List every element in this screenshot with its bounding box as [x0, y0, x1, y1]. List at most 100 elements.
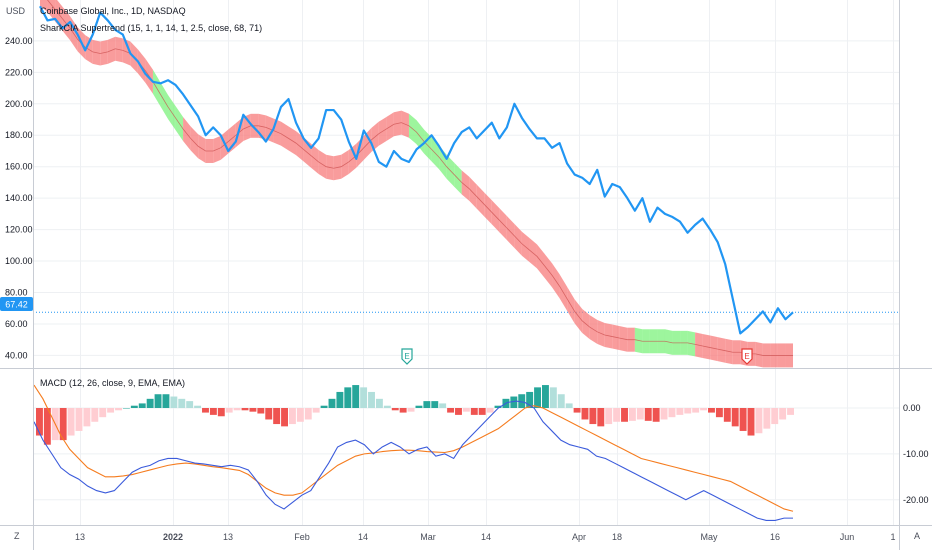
histogram-bar [273, 408, 281, 425]
earnings-marker-green[interactable]: E [401, 348, 413, 365]
histogram-bar [265, 408, 273, 420]
histogram-bar [755, 408, 763, 434]
auto-scale-button[interactable]: A [914, 531, 920, 541]
histogram-bar [779, 408, 787, 420]
macd-y-tick-label: -20.00 [903, 495, 929, 505]
histogram-bar [747, 408, 755, 436]
histogram-bar [43, 408, 51, 445]
y-tick-label: 80.00 [5, 288, 28, 298]
histogram-bar [478, 408, 486, 415]
histogram-bar [549, 387, 557, 408]
histogram-bar [360, 387, 368, 408]
histogram-bar [91, 408, 99, 422]
histogram-bar [344, 387, 352, 408]
x-tick-label: 1 [890, 532, 895, 542]
histogram-bar [328, 398, 336, 408]
histogram-bar [700, 408, 708, 411]
histogram-bar [628, 408, 636, 421]
zoom-button[interactable]: Z [14, 531, 20, 541]
histogram-bar [652, 408, 660, 422]
histogram-bar [162, 394, 170, 408]
histogram-bar [431, 401, 439, 408]
histogram-bar [787, 408, 794, 415]
histogram-bar [75, 408, 83, 431]
histogram-bar [312, 408, 320, 413]
histogram-bar [486, 408, 494, 413]
histogram-bar [368, 391, 375, 408]
histogram-bar [573, 408, 581, 413]
histogram-bar [99, 408, 107, 418]
x-tick-label: 14 [481, 532, 491, 542]
histogram-bar [447, 408, 455, 413]
supertrend-band-segment [47, 0, 56, 22]
histogram-bar [36, 408, 43, 436]
histogram-bar [668, 408, 676, 418]
histogram-bar [83, 408, 91, 427]
series-lines [33, 5, 794, 521]
histogram-bar [202, 408, 209, 413]
supertrend-center [46, 0, 793, 356]
last-price-label: 67.42 [5, 300, 28, 310]
histogram-bar [534, 387, 541, 408]
histogram-bar [613, 408, 621, 422]
histogram-bar [692, 408, 700, 413]
histogram-bar [684, 408, 692, 414]
indicator-title: SharkCIA Supertrend (15, 1, 1, 14, 1, 2.… [40, 23, 262, 33]
x-tick-label: 13 [223, 532, 233, 542]
x-tick-label: Jun [840, 532, 855, 542]
histogram-bar [130, 405, 138, 408]
histogram-bar [423, 401, 431, 408]
macd-histogram [36, 385, 794, 445]
histogram-bar [304, 408, 312, 420]
histogram-bar [281, 408, 288, 427]
x-tick-label: 18 [612, 532, 622, 542]
histogram-bar [581, 408, 589, 420]
histogram-bar [731, 408, 739, 427]
histogram-bar [138, 403, 146, 408]
y-tick-label: 160.00 [5, 162, 33, 172]
x-tick-label: 14 [358, 532, 368, 542]
histogram-bar [178, 398, 186, 408]
histogram-bar [739, 408, 747, 431]
histogram-bar [146, 398, 154, 408]
histogram-bar [676, 408, 684, 415]
histogram-bar [186, 401, 194, 408]
histogram-bar [217, 408, 225, 417]
histogram-bar [296, 408, 304, 422]
histogram-bar [470, 408, 478, 415]
axis-ticks: 13 2022 13 Feb 14 Mar 14 Apr 18 May 16 Jun 1 240.00 22… [5, 36, 929, 542]
histogram-bar [644, 408, 652, 421]
x-tick-label: Apr [572, 532, 586, 542]
y-tick-label: 240.00 [5, 36, 33, 46]
histogram-bar [763, 408, 771, 429]
histogram-bar [518, 394, 526, 408]
histogram-bar [407, 408, 415, 412]
earnings-marker-label: E [404, 352, 409, 361]
histogram-bar [660, 408, 668, 420]
x-tick-label: May [700, 532, 718, 542]
histogram-bar [170, 396, 178, 408]
histogram-bar [59, 408, 67, 441]
histogram-bar [241, 408, 249, 411]
histogram-bar [494, 405, 502, 408]
histogram-bar [621, 408, 628, 422]
supertrend-band [40, 0, 793, 368]
y-tick-label: 180.00 [5, 130, 33, 140]
histogram-bar [375, 398, 383, 408]
histogram-bar [557, 394, 565, 408]
histogram-bar [415, 405, 423, 408]
x-tick-label: 13 [75, 532, 85, 542]
histogram-bar [462, 408, 470, 412]
earnings-marker-red[interactable]: E [741, 348, 753, 365]
histogram-bar [771, 408, 779, 425]
macd-title: MACD (12, 26, close, 9, EMA, EMA) [40, 378, 185, 388]
last-price-badge [0, 297, 33, 311]
histogram-bar [605, 408, 613, 425]
grid-lines [33, 0, 899, 525]
histogram-bar [209, 408, 217, 415]
histogram-bar [233, 408, 241, 411]
histogram-bar [225, 408, 233, 413]
macd-y-tick-label: 0.00 [903, 403, 921, 413]
x-tick-label: Mar [420, 532, 436, 542]
